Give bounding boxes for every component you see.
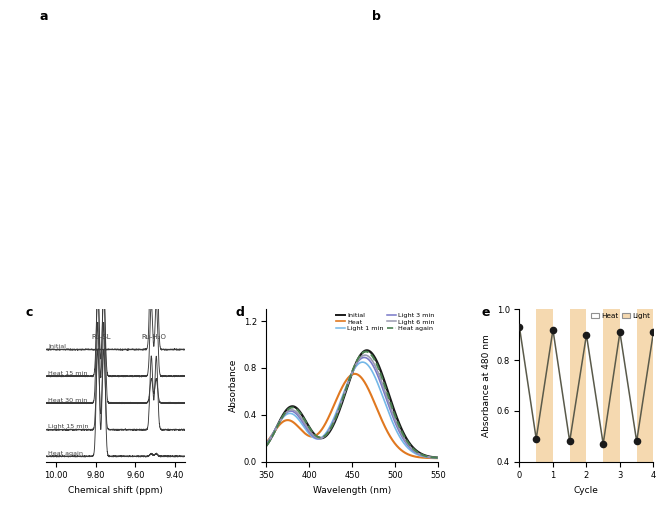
Text: Heat again: Heat again: [48, 451, 83, 456]
Text: Initial: Initial: [48, 344, 66, 349]
Y-axis label: Absorbance: Absorbance: [229, 359, 238, 412]
Light 3 min: [372, 368, 380, 374]
Light 3 min: [360, 354, 368, 361]
Point: [648, 328, 659, 337]
Heat again: [362, 348, 370, 354]
Initial: [393, 415, 401, 421]
Heat again: [273, 424, 281, 430]
Text: Ru-SL: Ru-SL: [91, 334, 111, 340]
Light 6 min: [411, 448, 418, 454]
Text: b: b: [372, 10, 381, 23]
X-axis label: Chemical shift (ppm): Chemical shift (ppm): [68, 486, 163, 495]
Light 3 min: [411, 448, 418, 455]
Initial: [434, 455, 442, 461]
Initial: [411, 446, 418, 452]
Light 1 min: [362, 361, 370, 367]
Heat again: [372, 360, 380, 366]
Point: [548, 326, 558, 334]
Text: d: d: [236, 306, 244, 320]
Line: Light 6 min: Light 6 min: [267, 355, 438, 458]
Light 6 min: [367, 356, 375, 362]
Bar: [570, 309, 587, 462]
Light 1 min: [273, 423, 281, 429]
Heat again: [434, 455, 442, 461]
Point: [531, 435, 541, 443]
Point: [632, 437, 642, 445]
Point: [614, 328, 625, 337]
Heat again: [393, 417, 401, 423]
Light 3 min: [263, 441, 271, 447]
Light 1 min: [358, 359, 366, 365]
Line: Heat: Heat: [267, 374, 438, 458]
X-axis label: Cycle: Cycle: [574, 486, 599, 495]
Initial: [263, 442, 271, 448]
Heat: [367, 391, 375, 398]
Line: Light 3 min: Light 3 min: [267, 358, 438, 458]
Light 1 min: [411, 450, 418, 456]
Y-axis label: Absorbance at 480 nm: Absorbance at 480 nm: [482, 334, 491, 437]
Light 1 min: [372, 376, 380, 382]
Initial: [367, 349, 375, 356]
Heat: [372, 403, 380, 409]
X-axis label: Wavelength (nm): Wavelength (nm): [313, 486, 391, 495]
Heat again: [263, 443, 271, 449]
Heat: [273, 425, 281, 431]
Light 6 min: [393, 421, 401, 427]
Initial: [372, 357, 380, 363]
Text: Heat 15 min: Heat 15 min: [48, 371, 88, 376]
Light 3 min: [393, 423, 401, 429]
Light 6 min: [372, 364, 380, 370]
Light 6 min: [362, 352, 370, 359]
Light 1 min: [393, 428, 401, 435]
Text: a: a: [40, 10, 48, 23]
Heat: [263, 440, 271, 446]
Light 1 min: [367, 366, 375, 372]
Light 6 min: [263, 442, 271, 448]
Point: [598, 440, 609, 448]
Initial: [273, 423, 281, 429]
Legend: Initial, Heat, Light 1 min, Light 3 min, Light 6 min, Heat again: Initial, Heat, Light 1 min, Light 3 min,…: [336, 312, 435, 331]
Bar: [637, 309, 653, 462]
Heat again: [367, 351, 375, 358]
Text: e: e: [482, 306, 490, 320]
Bar: [536, 309, 553, 462]
Heat: [393, 443, 401, 449]
Text: Light 15 min: Light 15 min: [48, 424, 88, 429]
Text: c: c: [25, 306, 33, 320]
Line: Initial: Initial: [267, 350, 438, 458]
Light 3 min: [434, 455, 442, 461]
Point: [581, 331, 592, 339]
Text: Heat 30 min: Heat 30 min: [48, 398, 88, 403]
Light 1 min: [263, 441, 271, 447]
Light 3 min: [362, 355, 370, 361]
Initial: [362, 347, 370, 353]
Point: [564, 437, 575, 445]
Light 3 min: [273, 423, 281, 429]
Light 6 min: [273, 424, 281, 430]
Bar: [603, 309, 620, 462]
Text: Ru-H₂O: Ru-H₂O: [142, 334, 167, 340]
Light 6 min: [434, 455, 442, 461]
Line: Heat again: Heat again: [267, 351, 438, 458]
Light 1 min: [434, 455, 442, 461]
Heat: [350, 371, 358, 377]
Heat again: [362, 348, 370, 354]
Heat: [362, 382, 370, 388]
Initial: [363, 347, 371, 353]
Light 3 min: [367, 359, 375, 365]
Heat: [434, 455, 442, 461]
Legend: Heat, Light: Heat, Light: [591, 313, 650, 319]
Heat: [411, 453, 418, 460]
Line: Light 1 min: Light 1 min: [267, 362, 438, 458]
Point: [514, 323, 525, 331]
Light 6 min: [361, 352, 369, 358]
Heat again: [411, 447, 418, 453]
